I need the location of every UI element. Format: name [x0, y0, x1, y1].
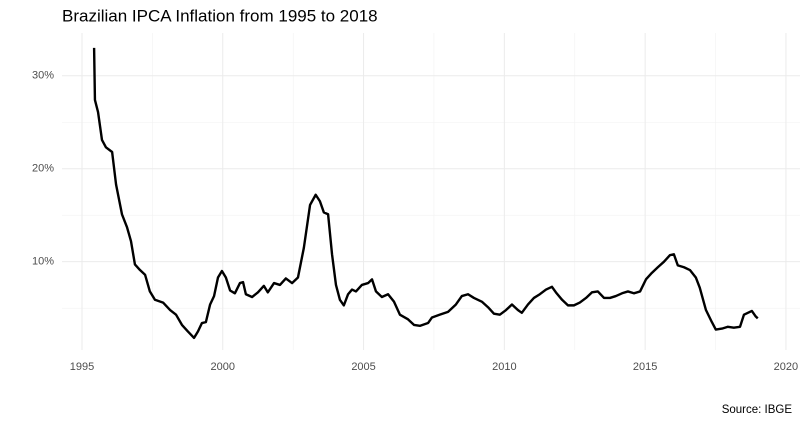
- grid: [62, 33, 800, 350]
- x-tick-label: 2000: [211, 361, 235, 373]
- chart-title: Brazilian IPCA Inflation from 1995 to 20…: [62, 6, 378, 25]
- x-tick-label: 2015: [633, 361, 657, 373]
- x-tick-label: 2020: [774, 361, 798, 373]
- y-tick-label: 10%: [32, 256, 54, 268]
- x-tick-label: 2005: [351, 361, 375, 373]
- x-tick-label: 2010: [492, 361, 516, 373]
- y-tick-label: 30%: [32, 70, 54, 82]
- y-tick-label: 20%: [32, 163, 54, 175]
- line: [92, 47, 759, 340]
- caption: Source: IBGE: [722, 404, 793, 416]
- x-tick-label: 1995: [70, 361, 94, 373]
